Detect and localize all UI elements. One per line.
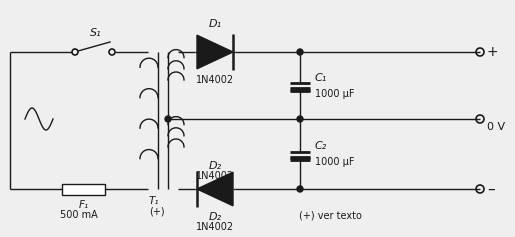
Polygon shape [197,35,233,69]
Text: (+) ver texto: (+) ver texto [299,211,362,221]
Text: 0 V: 0 V [487,122,505,132]
Text: S₁: S₁ [90,28,101,38]
Text: D₂: D₂ [209,161,221,171]
Text: –: – [487,182,494,196]
Circle shape [297,186,303,192]
Circle shape [297,116,303,122]
Text: 1000 μF: 1000 μF [315,157,354,167]
Text: (+): (+) [149,206,165,216]
Text: 1N4002: 1N4002 [196,222,234,232]
Text: F₁: F₁ [78,201,89,210]
Text: D₂: D₂ [209,212,221,222]
Text: D₁: D₁ [209,19,221,29]
Circle shape [165,116,171,122]
Text: +: + [487,45,499,59]
Text: C₂: C₂ [315,141,327,151]
Text: C₁: C₁ [315,73,327,82]
Text: 1N4002: 1N4002 [196,171,234,181]
Text: 500 mA: 500 mA [60,210,97,220]
Text: 1N4002: 1N4002 [196,75,234,85]
Circle shape [297,49,303,55]
Polygon shape [197,172,233,206]
Text: 1000 μF: 1000 μF [315,88,354,99]
Text: T₁: T₁ [149,196,160,206]
Bar [62,183,105,195]
